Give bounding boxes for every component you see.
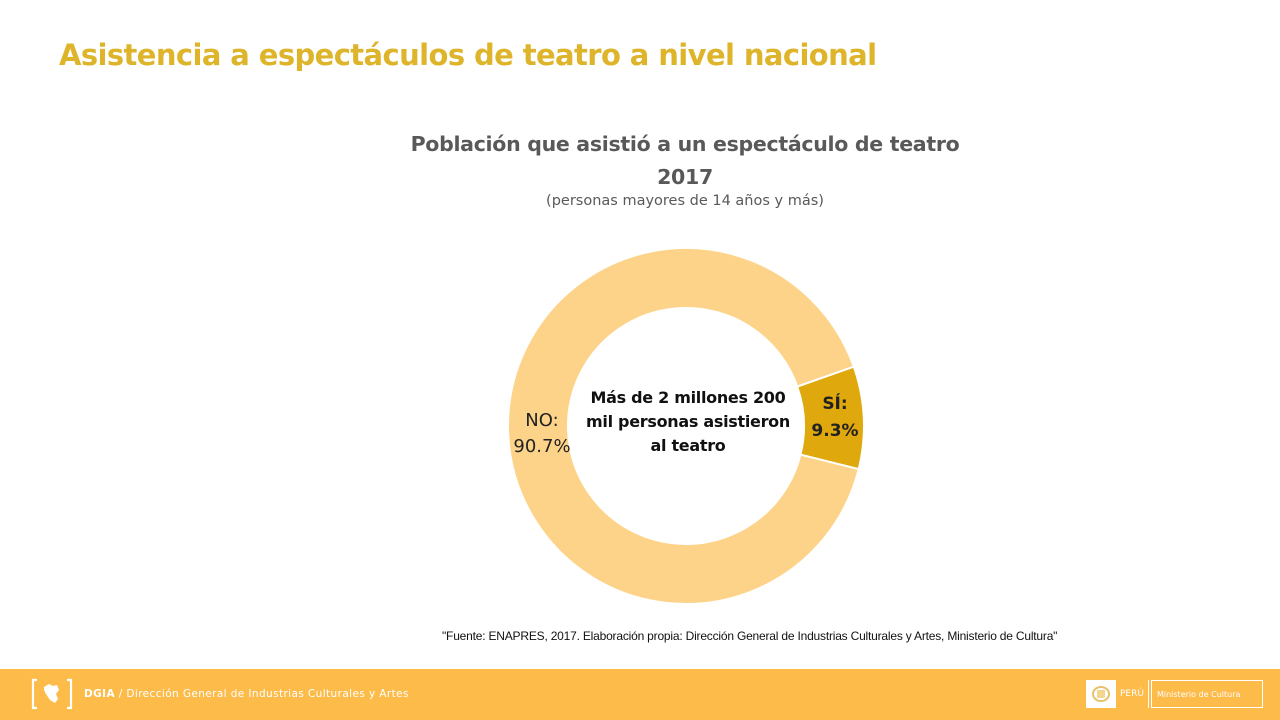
source-note: "Fuente: ENAPRES, 2017. Elaboración prop… xyxy=(442,629,1058,643)
crest-shape xyxy=(1092,686,1110,702)
footer-org-name: Dirección General de Industrias Cultural… xyxy=(126,688,409,700)
donut-slice-no xyxy=(507,247,860,605)
badge-country: PERÚ xyxy=(1116,680,1149,708)
donut-slice-si xyxy=(795,365,865,471)
footer-org-text: DGIA / Dirección General de Industrias C… xyxy=(84,688,409,700)
slice-label-si: SÍ: 9.3% xyxy=(800,391,870,445)
slice-label-no: NO: 90.7% xyxy=(505,408,579,460)
footer-org-abbr: DGIA xyxy=(84,688,115,700)
chart-title: Población que asistió a un espectáculo d… xyxy=(410,132,960,189)
footer-bar: DGIA / Dirección General de Industrias C… xyxy=(0,669,1280,720)
chart-subtitle: (personas mayores de 14 años y más) xyxy=(546,193,824,209)
donut-center-label: Más de 2 millones 200 mil personas asist… xyxy=(586,388,790,455)
peru-map-bracket-icon xyxy=(31,678,73,710)
peru-coat-of-arms-icon xyxy=(1086,680,1116,708)
slice-label-no-value: 90.7% xyxy=(513,436,571,457)
badge-ministry: Ministerio de Cultura xyxy=(1150,680,1264,708)
slice-label-si-value: 9.3% xyxy=(811,421,859,441)
slide-title: Asistencia a espectáculos de teatro a ni… xyxy=(59,38,877,72)
slice-label-si-name: SÍ: xyxy=(822,394,848,414)
ministry-badge: PERÚ Ministerio de Cultura xyxy=(1086,680,1264,708)
slice-label-no-name: NO: xyxy=(525,410,559,431)
footer-separator: / xyxy=(114,688,127,700)
